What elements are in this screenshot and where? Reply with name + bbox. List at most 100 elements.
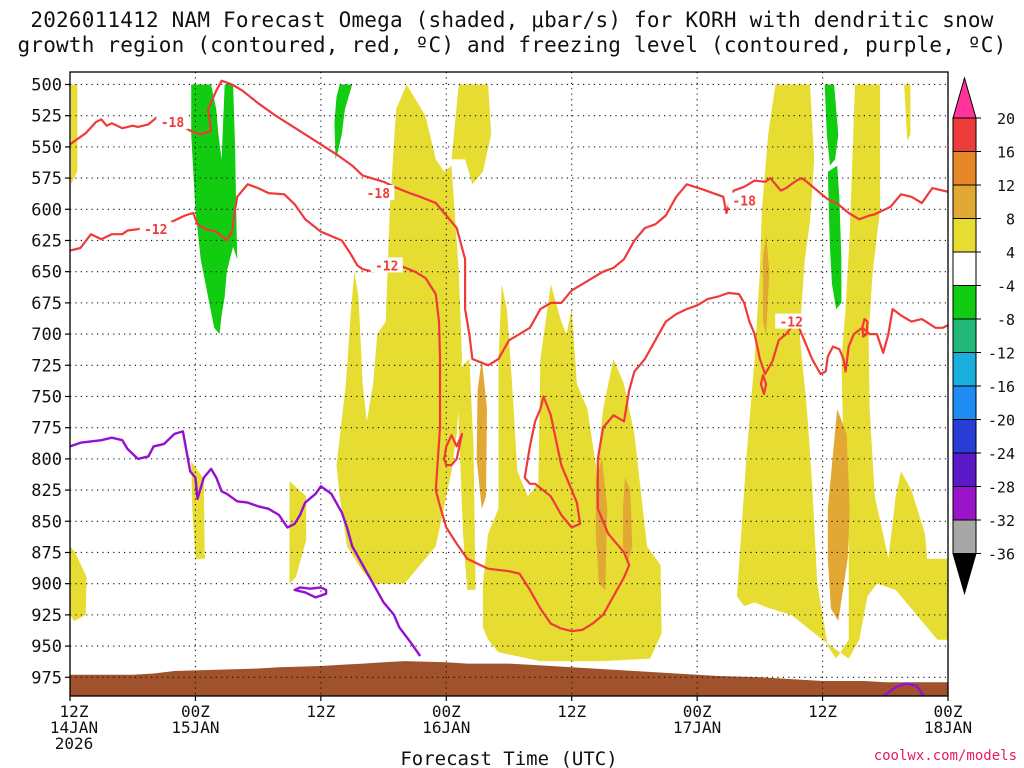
y-tick-label: 800 xyxy=(31,450,62,470)
terrain-fill xyxy=(70,661,948,696)
contour-label: -18 xyxy=(732,195,756,210)
omega-region-17 xyxy=(824,84,839,166)
chart-title-line-1: 2026011412 NAM Forecast Omega (shaded, μ… xyxy=(30,8,994,32)
colorbar-segment xyxy=(952,318,977,353)
x-tick-label: 2026 xyxy=(55,734,94,753)
contour-label-bg xyxy=(139,221,172,237)
y-tick-label: 650 xyxy=(31,263,62,283)
freezing-contour-2 xyxy=(881,682,927,696)
contour-label: -12 xyxy=(375,259,398,274)
x-axis-label: Forecast Time (UTC) xyxy=(400,748,617,768)
omega-region-1 xyxy=(70,546,87,622)
contour-label-bg xyxy=(156,113,189,129)
contour-label-bg xyxy=(775,313,808,329)
omega-shading xyxy=(70,84,948,662)
contour-label-bg xyxy=(370,257,403,273)
x-tick-label: 12Z xyxy=(60,702,89,721)
freezing-level-contours xyxy=(70,430,927,696)
omega-region-13 xyxy=(827,409,850,622)
plot-frame xyxy=(69,71,949,697)
y-tick-label: 875 xyxy=(31,543,62,563)
dgz-contour--12 xyxy=(443,432,464,467)
omega-region-3 xyxy=(289,481,307,584)
y-tick-label: 775 xyxy=(31,419,62,439)
colorbar-label: -16 xyxy=(988,378,1015,396)
omega-region-14 xyxy=(763,234,770,335)
omega-region-15 xyxy=(191,84,238,335)
y-tick-label: 725 xyxy=(31,356,62,376)
colorbar-segment xyxy=(952,151,977,186)
omega-region-0 xyxy=(71,84,78,185)
dgz-contour--12 xyxy=(523,395,582,529)
y-tick-label: 825 xyxy=(31,481,62,501)
y-axis: 500 525 550 575 600 625 650 675 700 725 750 775 800 8… xyxy=(31,75,70,688)
x-tick-label: 12Z xyxy=(306,702,335,721)
y-tick-label: 950 xyxy=(31,637,62,657)
y-tick-label: 550 xyxy=(31,138,62,158)
colorbar-label: -8 xyxy=(997,311,1015,329)
y-tick-label: 575 xyxy=(31,169,62,189)
y-tick-label: 850 xyxy=(31,512,62,532)
dgz-contour--12 xyxy=(759,374,768,396)
colorbar-label: -28 xyxy=(988,479,1015,497)
contour-labels: -18 -18 -18 -12 -12 -12 xyxy=(139,113,808,331)
contour-label-bg xyxy=(362,185,395,201)
contour-label: -18 xyxy=(367,187,391,202)
y-tick-label: 975 xyxy=(31,668,62,688)
colorbar-segment xyxy=(952,452,977,487)
y-tick-label: 525 xyxy=(31,107,62,127)
colorbar-segment xyxy=(952,419,977,454)
x-tick-label: 00Z xyxy=(934,702,963,721)
omega-region-12 xyxy=(622,477,633,565)
y-tick-label: 600 xyxy=(31,200,62,220)
colorbar-segment xyxy=(952,184,977,219)
y-tick-label: 700 xyxy=(31,325,62,345)
x-tick-label: 14JAN xyxy=(50,718,98,737)
omega-region-8 xyxy=(736,84,948,659)
omega-region-9 xyxy=(904,84,911,141)
x-tick-label: 15JAN xyxy=(171,718,219,737)
colorbar-label: -36 xyxy=(988,546,1015,564)
x-tick-label: 12Z xyxy=(808,702,837,721)
x-tick-label: 18JAN xyxy=(924,718,972,737)
x-tick-label: 16JAN xyxy=(422,718,470,737)
dgz-contour--12 xyxy=(861,318,869,338)
colorbar-segment xyxy=(952,251,977,286)
colorbar-label: 16 xyxy=(997,144,1015,162)
colorbar-segment xyxy=(952,117,977,152)
x-tick-label: 00Z xyxy=(181,702,210,721)
credit-text: coolwx.com/models xyxy=(874,748,1017,764)
grid-lines xyxy=(69,72,949,696)
colorbar-top-arrow xyxy=(952,76,977,119)
contour-label: -12 xyxy=(144,223,167,238)
colorbar-segment xyxy=(952,486,977,521)
y-tick-label: 625 xyxy=(31,231,62,251)
dgz-contour--18 xyxy=(70,79,948,367)
colorbar-label: -24 xyxy=(988,445,1015,463)
colorbar-label: 12 xyxy=(997,177,1015,195)
colorbar-segment xyxy=(952,385,977,420)
terrain-layer xyxy=(70,661,948,696)
colorbar-label: 20 xyxy=(997,110,1015,128)
omega-region-10 xyxy=(476,359,487,509)
omega-region-6 xyxy=(456,359,476,590)
chart-title-line-2: growth region (contoured, red, ºC) and f… xyxy=(17,33,1007,57)
y-tick-label: 500 xyxy=(31,75,62,95)
y-tick-label: 925 xyxy=(31,606,62,626)
contour-label: -18 xyxy=(161,116,185,131)
x-tick-label: 17JAN xyxy=(673,718,721,737)
y-tick-label: 675 xyxy=(31,294,62,314)
x-tick-label: 00Z xyxy=(432,702,461,721)
contour-label-bg xyxy=(728,192,761,208)
colorbar-segment xyxy=(952,285,977,320)
freezing-contour-1 xyxy=(293,586,328,599)
y-tick-label: 900 xyxy=(31,575,62,595)
contour-label: -12 xyxy=(779,316,802,331)
omega-region-16 xyxy=(334,84,353,160)
colorbar-segment xyxy=(952,218,977,253)
colorbar-label: -20 xyxy=(988,412,1015,430)
colorbar: 20 16 12 8 4 -4 -8 -12 -16 -20 -24 -28 -32 -36 xyxy=(952,76,1015,596)
